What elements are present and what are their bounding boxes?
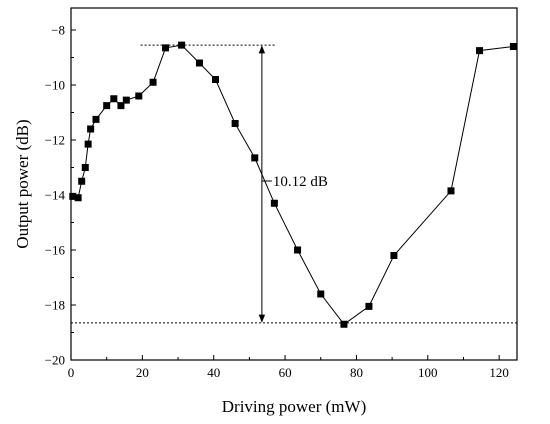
data-point-marker: [390, 252, 398, 259]
data-point-marker: [78, 177, 86, 185]
data-point-marker: [74, 194, 82, 202]
data-point-marker: [294, 246, 302, 254]
y-tick-label: −10: [45, 78, 65, 93]
data-point-marker: [231, 120, 239, 127]
axis-ticks: 0 20 40 60 80 100 120 −20 −18 −16 −14 −12 −10 −8: [45, 23, 509, 381]
data-point-marker: [87, 125, 95, 133]
data-point-marker: [69, 192, 77, 200]
data-point-marker: [149, 78, 157, 86]
x-tick-label: 80: [350, 365, 363, 380]
data-point-marker: [81, 164, 89, 171]
data-point-marker: [195, 59, 203, 67]
data-point-marker: [135, 92, 143, 100]
data-point-marker: [103, 102, 111, 110]
y-tick-label: −12: [45, 133, 65, 148]
y-tick-label: −14: [45, 188, 66, 203]
data-point-marker: [212, 76, 220, 83]
data-point-marker: [122, 96, 130, 104]
data-point-marker: [317, 290, 325, 298]
annotation-group: 10.12 dB: [258, 45, 328, 323]
annotation-label: 10.12 dB: [273, 174, 328, 190]
reference-lines: [71, 44, 517, 324]
x-tick-label: 20: [136, 365, 149, 380]
plot-frame: [70, 7, 518, 361]
y-tick-label: −20: [45, 353, 65, 368]
data-point-marker: [476, 47, 484, 55]
data-point-marker: [162, 44, 170, 52]
data-point-marker: [251, 154, 259, 162]
data-point-marker: [340, 320, 348, 328]
data-point-marker: [84, 140, 92, 148]
y-tick-label: −18: [45, 298, 65, 313]
x-axis-title: Driving power (mW): [222, 397, 366, 416]
x-tick-label: 100: [418, 365, 438, 380]
data-point-marker: [117, 102, 125, 110]
y-tick-label: −8: [51, 23, 65, 38]
data-point-marker: [447, 187, 455, 195]
x-tick-label: 60: [279, 365, 292, 380]
y-axis-title: Output power (dB): [13, 119, 32, 248]
data-point-marker: [178, 41, 186, 49]
series-line: [72, 44, 514, 325]
data-series: [69, 41, 517, 328]
x-tick-label: 40: [207, 365, 220, 380]
data-point-marker: [365, 302, 373, 310]
y-tick-label: −16: [45, 243, 66, 258]
x-tick-label: 120: [489, 365, 509, 380]
x-tick-label: 0: [68, 365, 75, 380]
data-point-marker: [509, 43, 517, 50]
data-point-marker: [110, 95, 118, 103]
data-point-marker: [92, 115, 100, 123]
data-point-marker: [270, 199, 278, 207]
